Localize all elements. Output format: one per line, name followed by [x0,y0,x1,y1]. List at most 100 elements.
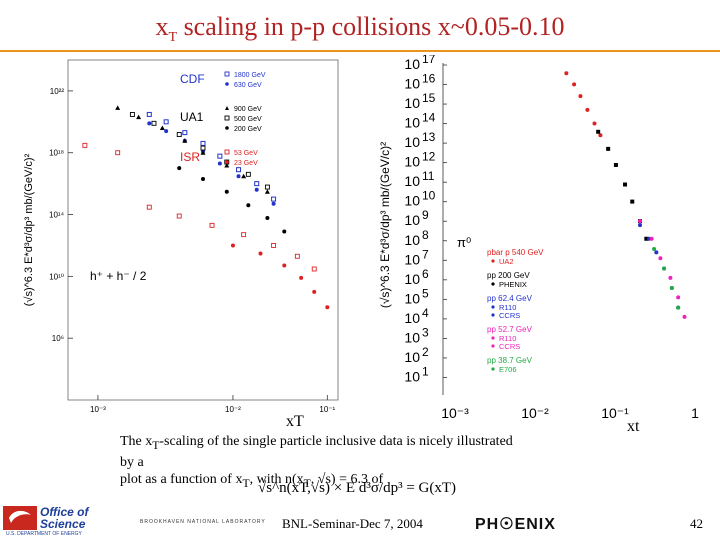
logo-text: Office of Science [40,505,89,531]
right-data-point [652,246,657,251]
left-data-point [271,196,277,202]
right-legend-marker [491,367,495,371]
right-legend-entry: PHENIX [499,280,527,289]
right-legend-group: pp 200 GeV [487,271,530,280]
right-data-point [613,162,618,167]
left-data-point [200,140,206,146]
left-x-ticks: 10⁻³ 10⁻² 10⁻¹ [90,395,336,414]
left-x-tick-label: 10⁻¹ [319,405,335,414]
left-data-point [246,203,251,208]
left-legend-marker [224,115,230,121]
right-x-axis-label: xt [627,418,640,435]
right-data-point [654,250,659,255]
right-legend-entry: CCRS [499,342,520,351]
left-y-tick-label: 10¹⁰ [49,272,64,281]
left-data-point [241,173,247,179]
right-x-tick-label: 10⁻¹ [601,405,629,421]
left-data-point [176,132,182,138]
right-data-point [638,223,642,228]
right-y-tick-label: 7 [422,247,429,261]
left-legend-marker [224,71,230,77]
right-legend-entry: E706 [499,365,517,374]
right-y-tick-label: 12 [422,150,436,164]
left-data-point [258,251,263,256]
right-y-tick-base: 10 [404,251,420,267]
left-data-point [311,266,317,272]
right-y-tick-base: 10 [404,368,420,384]
right-y-tick-label: 9 [422,208,429,222]
left-legend-group: ISR [180,150,200,164]
left-data-point [282,263,287,268]
left-legend: CDF 1800 GeV 630 GeV UA1 900 GeV 500 GeV 200 G… [180,71,266,167]
right-data-point [592,121,597,126]
right-legend-marker [491,282,495,286]
left-data-point [151,120,157,126]
left-legend-marker [225,106,229,110]
right-y-tick-base: 10 [404,271,420,287]
right-data-point [662,266,667,271]
left-data-point [224,189,229,194]
left-data-point [299,275,304,280]
left-data-point [182,130,188,136]
right-y-tick-base: 10 [404,154,420,170]
left-y-tick-label: 10¹⁴ [49,211,65,220]
right-y-tick-base: 10 [404,134,420,150]
left-data-point [147,121,152,126]
right-legend-marker [491,305,495,309]
left-data-point [217,153,223,159]
right-y-tick-label: 15 [422,91,436,105]
right-y-tick-base: 10 [404,232,420,248]
left-legend-marker [225,126,229,130]
right-y-tick-base: 10 [404,56,420,72]
left-data-point [264,184,270,190]
right-data-point [585,107,590,112]
left-legend-group: CDF [180,72,205,86]
left-data-point [230,243,235,248]
right-y-tick-label: 8 [422,228,429,242]
right-y-tick-label: 17 [422,55,436,66]
right-x-tick-label: 10⁻² [521,405,549,421]
right-y-tick-label: 16 [422,72,436,86]
left-y-axis-label: (√s)^6.3 E*d³σ/dp³ mb/(GeV/c)² [23,153,35,306]
right-y-tick-label: 1 [422,364,429,378]
right-y-tick-label: 5 [422,286,429,300]
left-legend-entry: 53 GeV [234,150,258,157]
right-legend-group: pp 52.7 GeV [487,325,533,334]
left-annotation: h⁺ + h⁻ / 2 [90,269,147,283]
left-x-axis-label: xT [286,413,304,430]
title-rule [0,50,720,52]
left-data-point [200,145,206,151]
left-data-point [163,119,169,125]
left-legend-entry: 23 GeV [234,160,258,167]
right-data-point [668,275,673,280]
footer-center-text: BNL-Seminar-Dec 7, 2004 [282,516,423,531]
left-data-point [164,129,169,134]
right-y-tick-base: 10 [404,95,420,111]
right-legend-marker [491,344,495,348]
left-data-point [146,111,152,117]
left-legend-marker [225,160,229,164]
left-data-point [200,150,206,155]
right-y-tick-base: 10 [404,173,420,189]
right-y-tick-label: 13 [422,130,436,144]
left-data-point [254,187,259,192]
right-y-tick-label: 10 [422,189,436,203]
left-legend-entry: 500 GeV [234,116,262,123]
right-data-point [596,129,601,134]
right-legend-group: pp 38.7 GeV [487,356,533,365]
left-legend-entry: 1800 GeV [234,72,266,79]
logo-swoosh [9,510,31,523]
left-data-point [241,232,247,238]
left-y-tick-label: 10⁶ [52,334,64,343]
right-y-tick-base: 10 [404,329,420,345]
right-data-point [638,219,642,224]
left-y-tick-label: 10¹⁸ [49,149,64,158]
right-data-point [644,236,649,241]
left-data-point [82,142,88,148]
right-legend-entry: UA2 [499,257,514,266]
right-y-tick-label: 11 [422,169,435,183]
right-legend-group: pbar p 540 GeV [487,248,544,257]
right-y-tick-base: 10 [404,310,420,326]
caption-line-2: plot as a function of xT, with n(xT, √s)… [120,471,384,490]
